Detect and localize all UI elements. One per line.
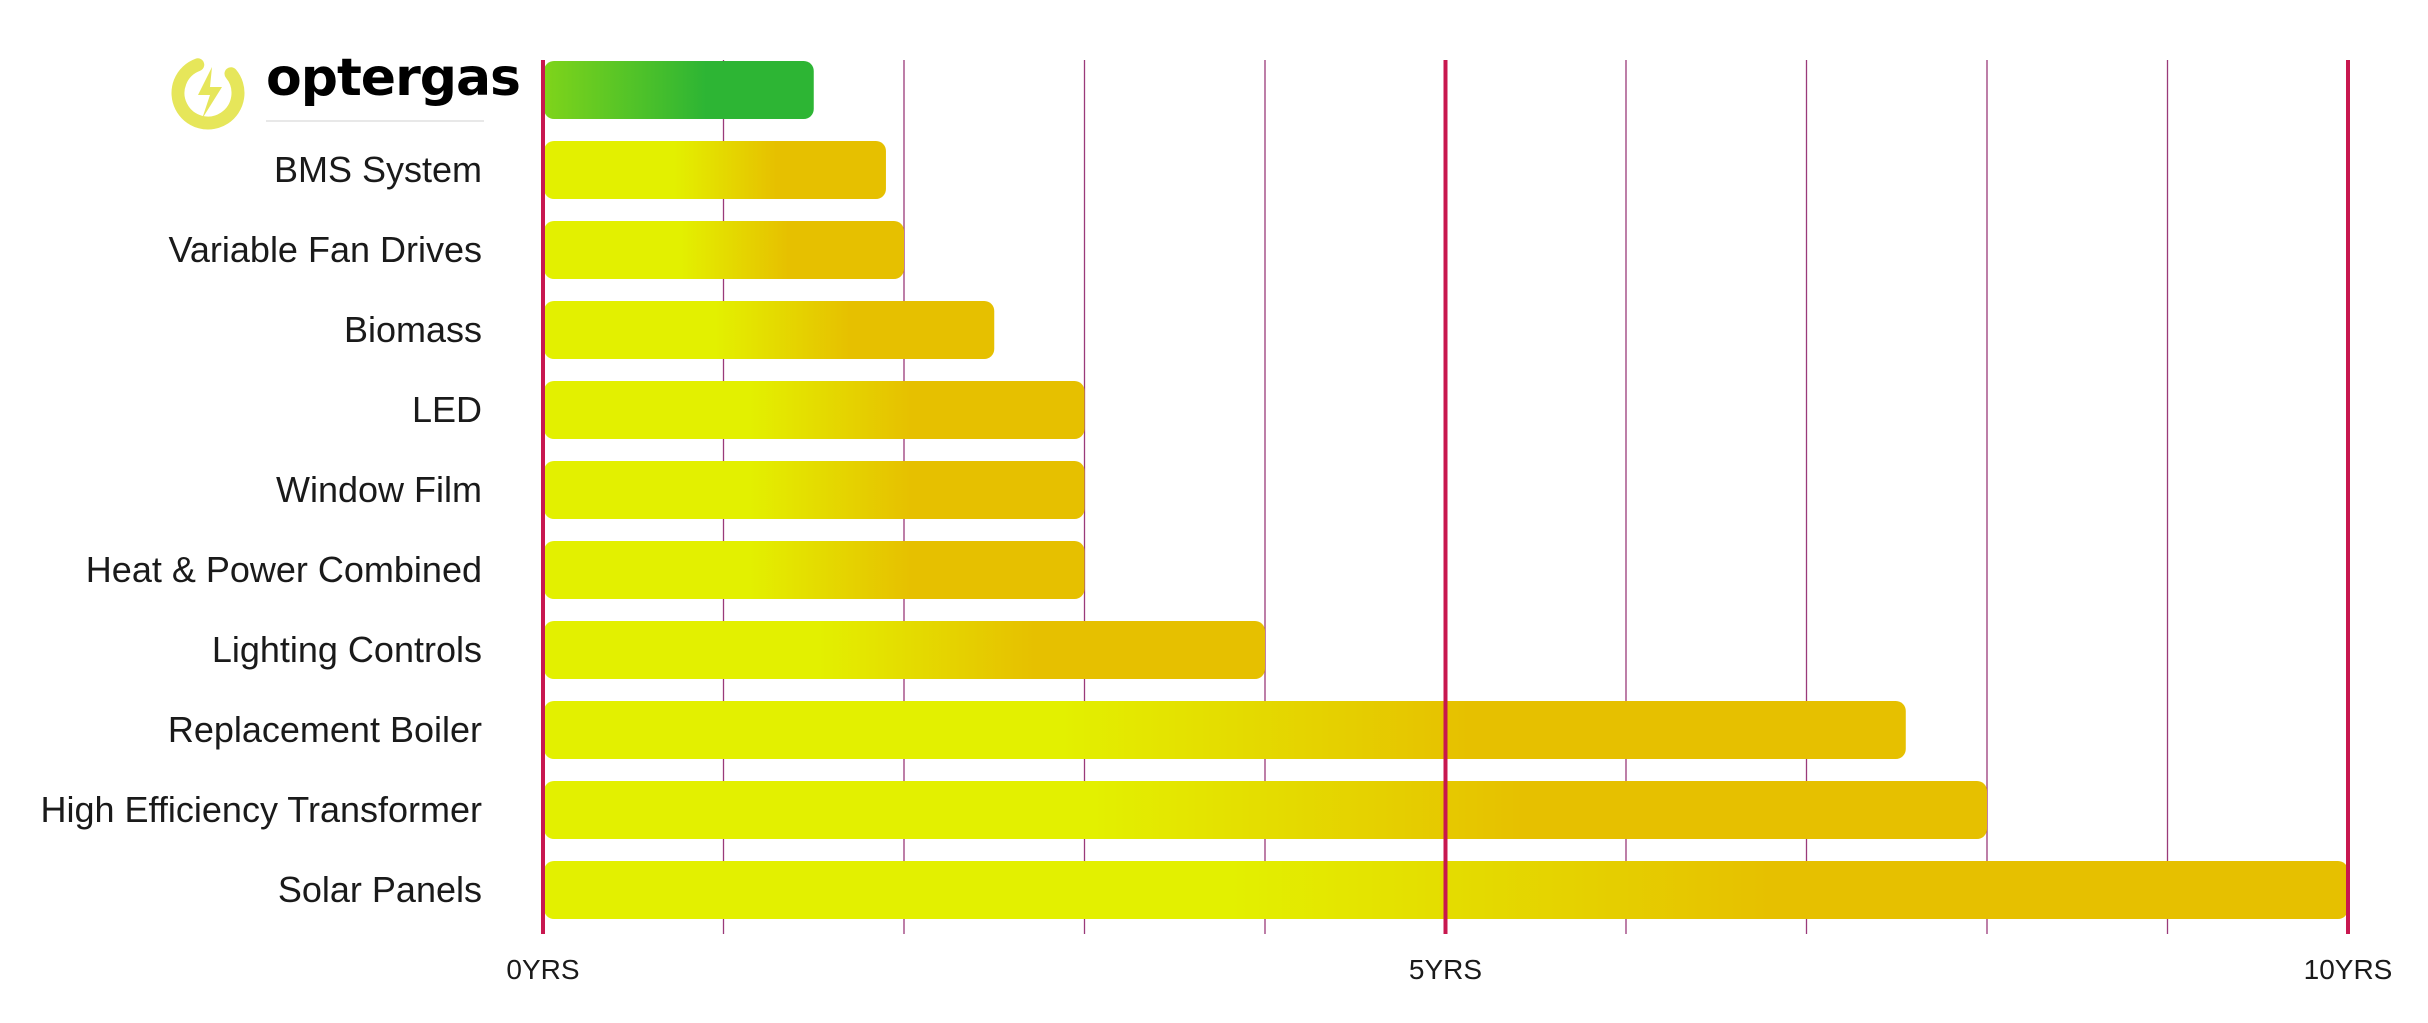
- category-label: Replacement Boiler: [168, 709, 482, 750]
- category-label: BMS System: [274, 149, 482, 190]
- bar: [544, 541, 1085, 599]
- bar: [544, 781, 1987, 839]
- category-label: Solar Panels: [278, 869, 482, 910]
- bar: [544, 301, 995, 359]
- x-axis-tick-labels: 0YRS 5YRS 10YRS: [506, 954, 2392, 985]
- bar: [544, 621, 1265, 679]
- x-tick-label: 0YRS: [506, 954, 579, 985]
- bar: [544, 381, 1085, 439]
- category-label: Variable Fan Drives: [169, 229, 482, 270]
- bars: [541, 60, 2350, 934]
- category-label: High Efficiency Transformer: [41, 789, 483, 830]
- category-label: Biomass: [344, 309, 482, 350]
- bar: [544, 701, 1906, 759]
- bar: [544, 461, 1085, 519]
- bar: [544, 141, 886, 199]
- category-labels: BMS System Variable Fan Drives Biomass LED W…: [41, 149, 483, 910]
- bar-brand-highlight: [544, 61, 814, 119]
- category-label: Heat & Power Combined: [86, 549, 482, 590]
- category-label: Lighting Controls: [212, 629, 482, 670]
- x-tick-label: 5YRS: [1409, 954, 1482, 985]
- x-tick-label: 10YRS: [2304, 954, 2393, 985]
- brand-logo: optergas: [171, 48, 521, 130]
- bar: [544, 221, 904, 279]
- optergas-logo-icon: [171, 58, 245, 130]
- category-label: Window Film: [276, 469, 482, 510]
- brand-wordmark: optergas: [266, 48, 520, 108]
- category-label: LED: [412, 389, 482, 430]
